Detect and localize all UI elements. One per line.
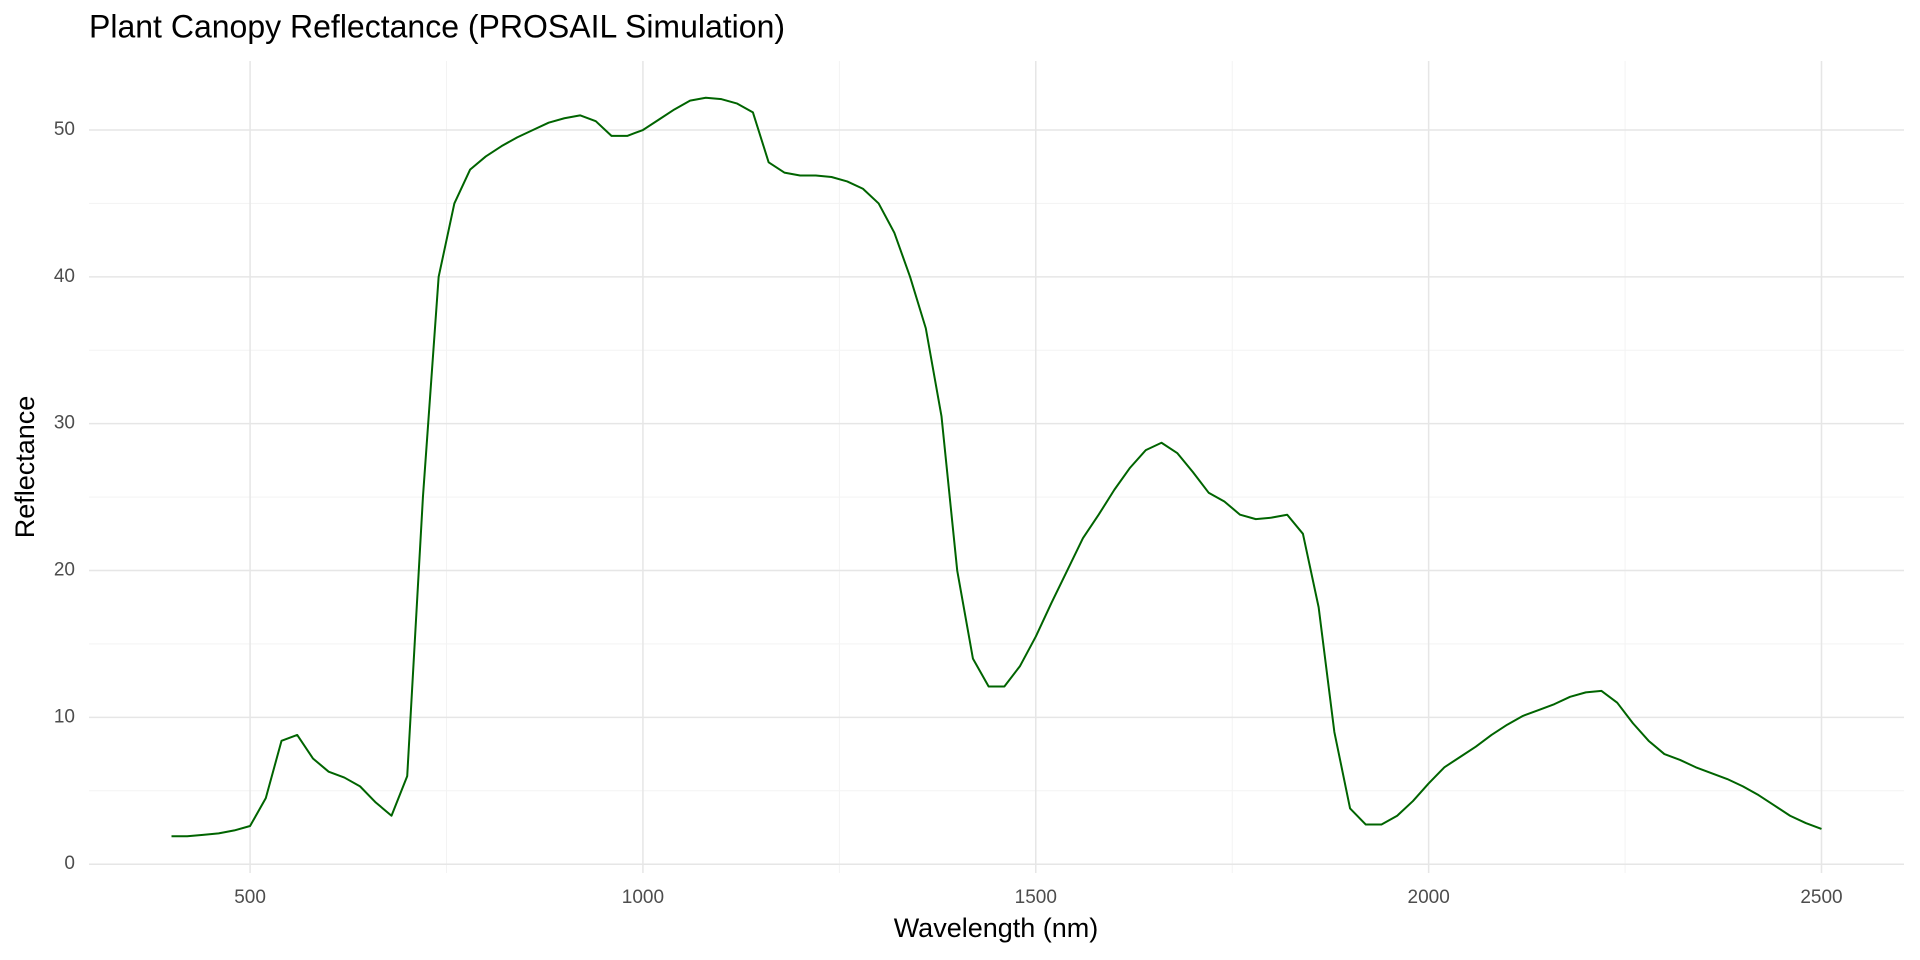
y-tick-label: 50 bbox=[54, 119, 75, 140]
x-tick-label: 2000 bbox=[1408, 887, 1450, 908]
x-tick-label: 1500 bbox=[1015, 887, 1057, 908]
grid bbox=[89, 61, 1904, 873]
y-tick-label: 30 bbox=[54, 413, 75, 434]
y-axis-label: Reflectance bbox=[10, 396, 40, 539]
x-axis-label: Wavelength (nm) bbox=[894, 913, 1099, 943]
y-tick-label: 0 bbox=[64, 853, 75, 874]
x-tick-label: 500 bbox=[234, 887, 266, 908]
y-tick-label: 40 bbox=[54, 266, 75, 287]
data-line bbox=[171, 96, 1822, 838]
y-tick-label: 20 bbox=[54, 560, 75, 581]
y-tick-label: 10 bbox=[54, 706, 75, 727]
chart-title: Plant Canopy Reflectance (PROSAIL Simula… bbox=[89, 8, 785, 44]
x-tick-label: 1000 bbox=[622, 887, 664, 908]
x-tick-label: 2500 bbox=[1800, 887, 1842, 908]
